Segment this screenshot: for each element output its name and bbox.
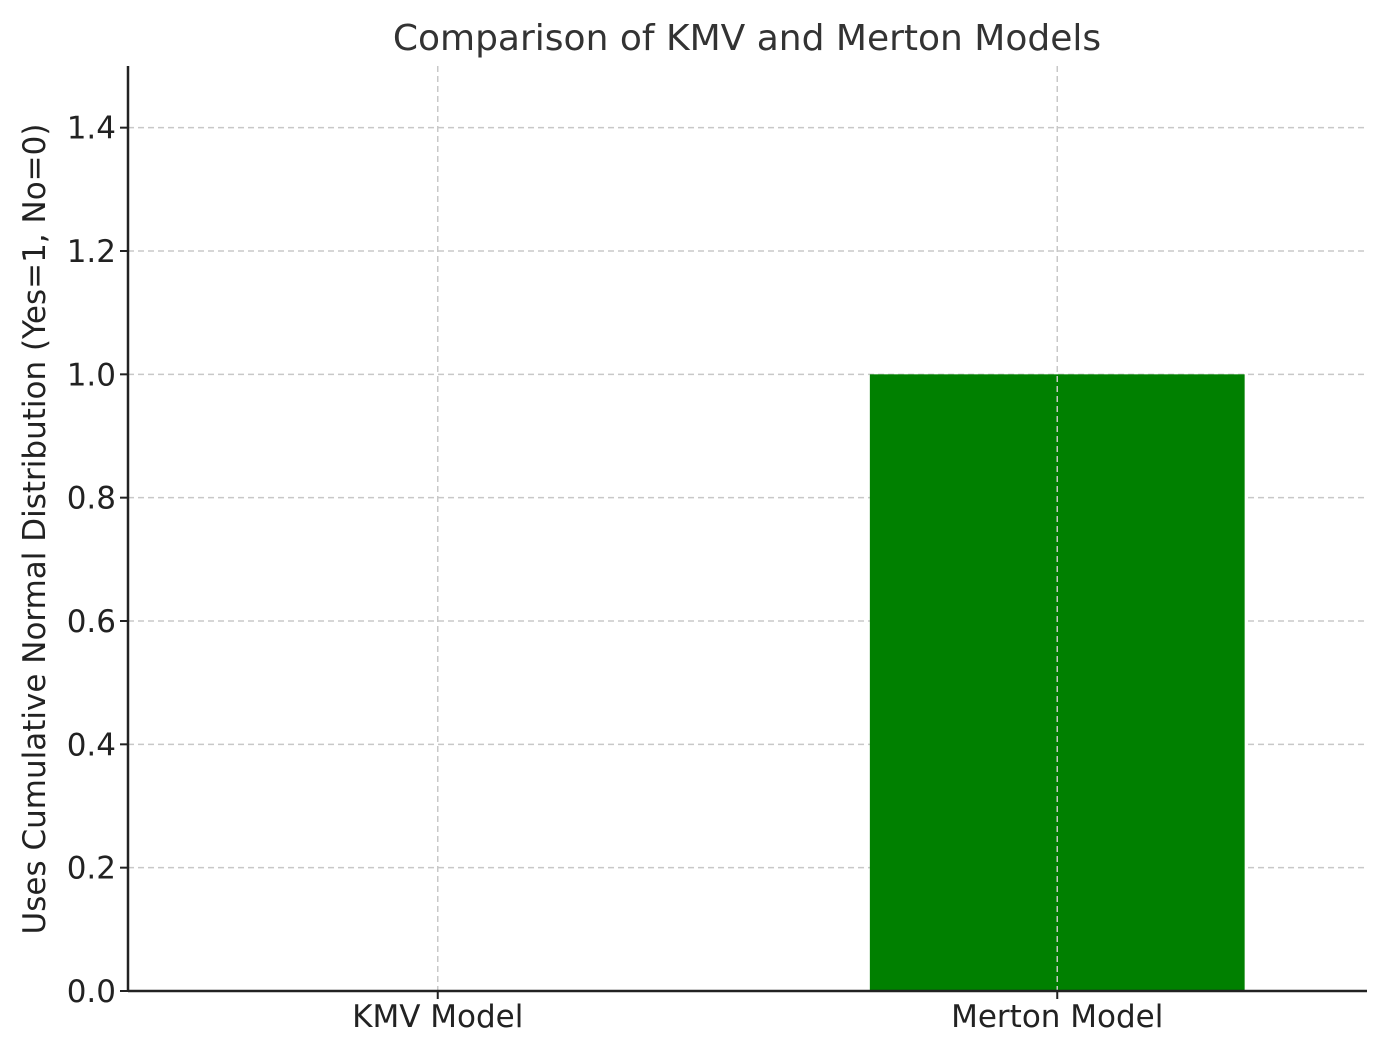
x-tick-label: KMV Model <box>352 999 523 1035</box>
y-tick-label: 0.6 <box>67 604 116 640</box>
y-tick-label: 0.4 <box>67 727 116 763</box>
y-tick-label: 0.8 <box>67 481 116 517</box>
y-tick-label: 1.0 <box>67 357 116 393</box>
chart-title: Comparison of KMV and Merton Models <box>393 18 1101 59</box>
y-tick-label: 0.2 <box>67 851 116 887</box>
y-axis-label: Uses Cumulative Normal Distribution (Yes… <box>17 124 53 935</box>
y-tick-label: 0.0 <box>67 974 116 1010</box>
x-tick-label: Merton Model <box>951 999 1163 1035</box>
y-tick-label: 1.4 <box>67 111 116 147</box>
y-tick-label: 1.2 <box>67 234 116 270</box>
axis-layer: 0.0 0.2 0.4 0.6 0.8 1.0 1.2 1.4 KMV Model Merton … <box>67 66 1367 1035</box>
vertical-grid-layer <box>437 66 1058 991</box>
